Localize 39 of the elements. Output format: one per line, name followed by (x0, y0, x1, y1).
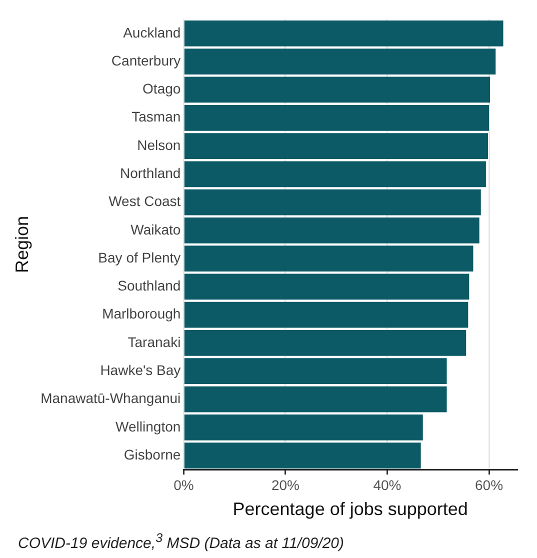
y-tick-label: Tasman (132, 108, 181, 125)
y-tick-label: Hawke's Bay (100, 362, 181, 378)
bar (184, 246, 474, 272)
bar (184, 76, 490, 103)
y-axis-title: Region (12, 216, 32, 274)
y-tick-label: Manawatū-Whanganui (40, 390, 181, 406)
x-tick-label: 0% (174, 476, 194, 493)
y-tick-label: Bay of Plenty (98, 249, 181, 266)
bar (184, 161, 486, 188)
bar (184, 442, 421, 468)
bar (184, 217, 480, 244)
y-tick-label: Taranaki (128, 334, 181, 350)
y-tick-label: Nelson (137, 136, 181, 153)
y-tick-label: Marlborough (102, 306, 181, 322)
bar (184, 358, 447, 384)
y-tick-label: West Coast (108, 193, 181, 210)
bar (184, 386, 447, 412)
y-tick-label: Otago (142, 80, 181, 97)
bar (184, 133, 488, 159)
y-tick-label: Gisborne (124, 446, 181, 462)
bar (184, 330, 466, 356)
y-tick-label: Waikato (130, 221, 181, 238)
x-tick-label: 20% (271, 476, 300, 493)
y-tick-label: Canterbury (111, 52, 181, 68)
bar (184, 104, 490, 131)
x-tick-label: 60% (474, 476, 504, 493)
bar (184, 48, 496, 75)
y-tick-label: Wellington (116, 418, 181, 434)
x-tick-label: 40% (373, 476, 402, 493)
y-tick-label: Auckland (123, 24, 181, 40)
bar (184, 20, 504, 46)
bar (184, 189, 481, 216)
bar (184, 414, 423, 440)
bar (184, 274, 470, 300)
y-tick-label: Southland (118, 278, 181, 294)
y-tick-label: Northland (120, 165, 181, 182)
text: COVID-19 evidence,$^{3}$ MSD (Data as at 11/09/20) (18, 531, 346, 552)
x-axis-title: Percentage of jobs supported (232, 499, 468, 520)
bar (184, 302, 468, 328)
